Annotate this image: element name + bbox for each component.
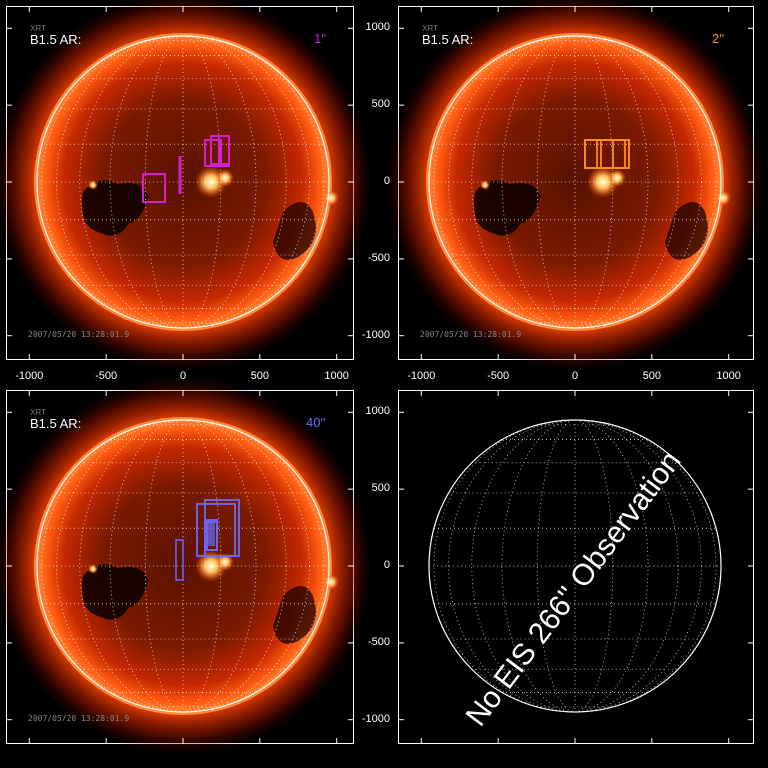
bright-point — [88, 564, 98, 574]
solar-limb — [428, 419, 722, 713]
x-tick-label: 0 — [571, 370, 579, 382]
x-tick-label: 1000 — [716, 370, 741, 382]
panel-bottom-right-frame — [398, 390, 754, 744]
fov-box — [196, 503, 236, 557]
limb-brightening — [715, 190, 731, 206]
solar-limb — [36, 35, 330, 329]
panel-tr-satellite-label: XRT — [422, 24, 438, 33]
y-tick-label: 1000 — [365, 21, 390, 34]
solar-limb — [428, 35, 722, 329]
bright-point — [480, 180, 490, 190]
longitude-line — [448, 419, 702, 713]
active-region — [216, 169, 234, 187]
fov-box — [204, 139, 222, 167]
lat-lon-grid-0 — [36, 35, 330, 329]
longitude-line — [144, 419, 222, 713]
fov-box — [218, 135, 230, 167]
coronal-hole — [665, 202, 708, 260]
panel-tr-fov-label: 2'' — [712, 31, 725, 46]
fov-fill — [207, 522, 215, 546]
limb-brightening — [323, 190, 339, 206]
x-tick-label: -500 — [95, 370, 118, 382]
y-tick-label: -500 — [367, 635, 390, 648]
y-tick-label: -500 — [367, 251, 390, 264]
y-tick-label: -1000 — [361, 712, 390, 725]
x-tick-label: -500 — [487, 370, 510, 382]
longitude-line — [56, 419, 310, 713]
limb-brightening — [323, 574, 339, 590]
longitude-line — [144, 35, 222, 329]
active-region — [608, 169, 626, 187]
coronal-hole — [273, 586, 316, 644]
solar-limb — [36, 419, 330, 713]
longitude-line — [79, 419, 287, 713]
panel-tl-ar-label: B1.5 AR: — [30, 32, 82, 47]
panel-tl-fov-label: 1'' — [314, 31, 327, 46]
panel-bl-fov-label: 40'' — [306, 415, 326, 430]
x-tick-label: 500 — [642, 370, 662, 382]
x-tick-label: -1000 — [407, 370, 436, 382]
fov-slit — [175, 539, 184, 581]
y-tick-label: 500 — [371, 482, 390, 495]
x-tick-label: -1000 — [15, 370, 44, 382]
coronal-hole — [82, 180, 148, 236]
fov-box — [142, 173, 166, 203]
longitude-line — [448, 35, 702, 329]
panel-bl-ar-label: B1.5 AR: — [30, 416, 82, 431]
y-tick-label: 500 — [371, 98, 390, 111]
y-tick-label: 0 — [383, 559, 390, 571]
panel-bl-timestamp: 2007/05/20 13:28:01.9 — [28, 714, 130, 723]
coronal-hole — [82, 564, 148, 620]
longitude-line — [79, 35, 287, 329]
fov-box — [612, 139, 630, 169]
panel-tr-ar-label: B1.5 AR: — [422, 32, 474, 47]
lat-lon-grid-1 — [428, 35, 722, 329]
longitude-line — [471, 35, 679, 329]
fov-box — [584, 139, 602, 169]
fov-box — [596, 139, 626, 169]
solar-disk — [34, 33, 332, 331]
longitude-line — [536, 35, 614, 329]
longitude-line — [56, 35, 310, 329]
x-tick-label: 500 — [250, 370, 270, 382]
coronal-hole — [273, 202, 316, 260]
bright-point — [88, 180, 98, 190]
x-tick-label: 1000 — [324, 370, 349, 382]
panel-tr-timestamp: 2007/05/20 13:28:01.9 — [420, 330, 522, 339]
lat-lon-grid-2 — [36, 419, 330, 713]
lat-lon-grid-3 — [428, 419, 722, 713]
panel-tl-satellite-label: XRT — [30, 24, 46, 33]
longitude-line — [536, 419, 614, 713]
y-tick-label: 1000 — [365, 405, 390, 418]
y-tick-label: -1000 — [361, 328, 390, 341]
panel-tl-timestamp: 2007/05/20 13:28:01.9 — [28, 330, 130, 339]
longitude-line — [471, 419, 679, 713]
solar-disk — [426, 33, 724, 331]
panel-bl-satellite-label: XRT — [30, 408, 46, 417]
x-tick-label: 0 — [179, 370, 187, 382]
y-tick-label: 0 — [383, 175, 390, 187]
coronal-hole — [474, 180, 540, 236]
